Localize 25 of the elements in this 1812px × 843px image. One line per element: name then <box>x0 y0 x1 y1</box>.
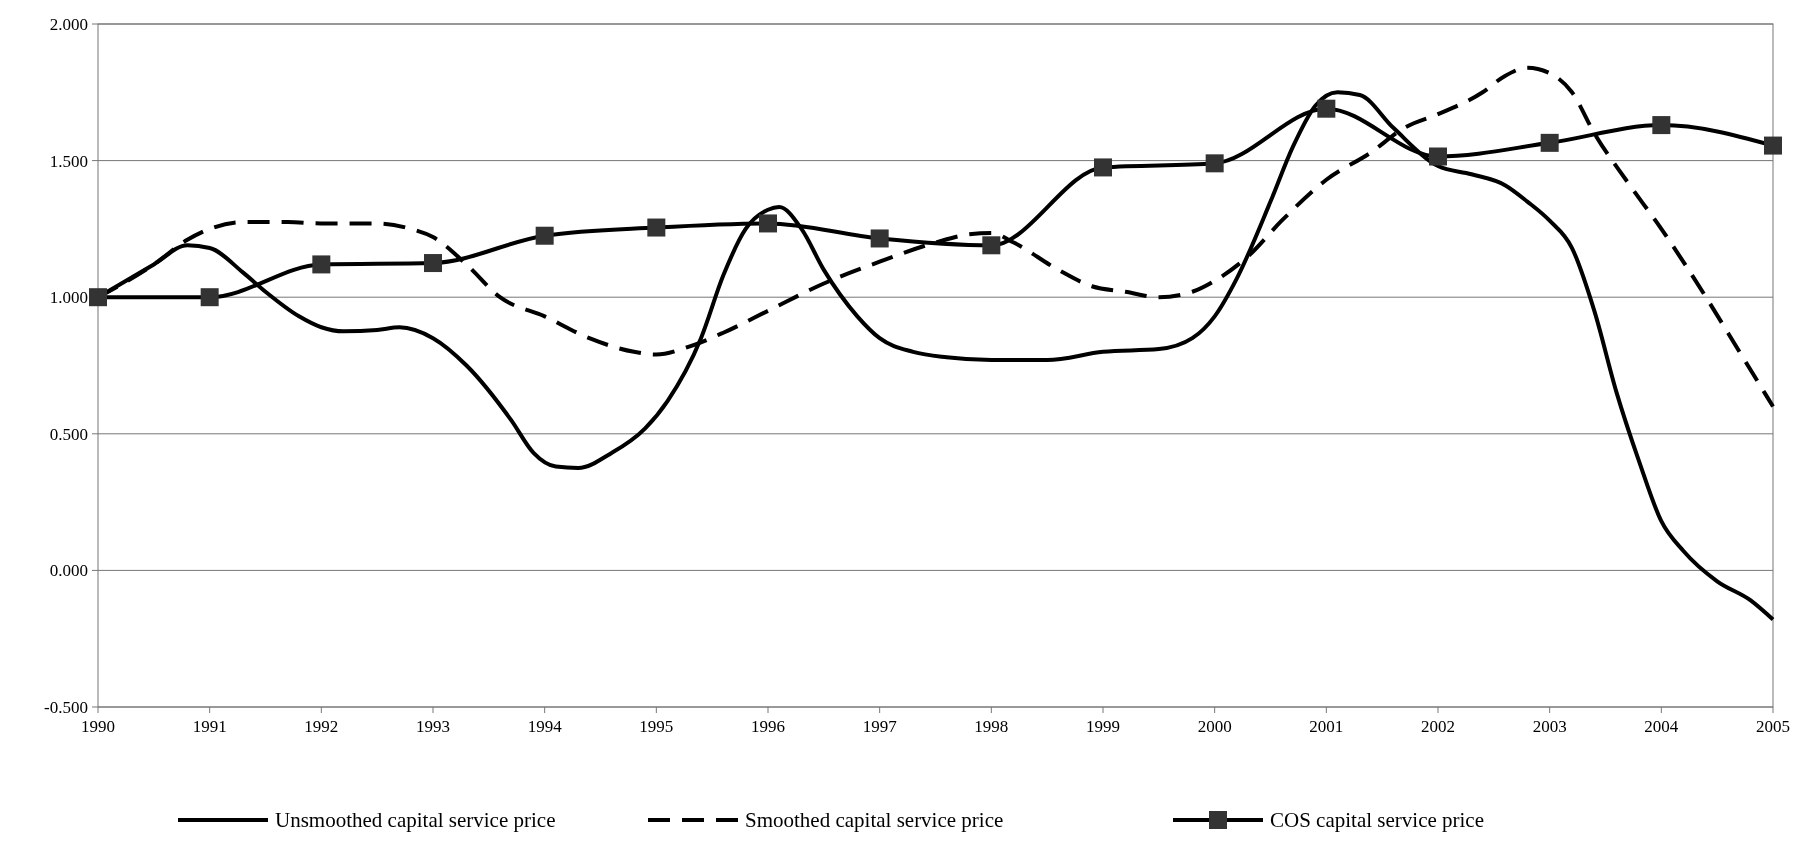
x-tick-label: 1996 <box>751 717 785 736</box>
x-tick-label: 2001 <box>1309 717 1344 736</box>
x-tick-label: 2005 <box>1756 717 1790 736</box>
x-tick-label: 1998 <box>974 717 1009 736</box>
y-tick-label: 0.500 <box>49 424 88 444</box>
legend-label: Unsmoothed capital service price <box>275 808 556 833</box>
legend-label: COS capital service price <box>1270 808 1484 833</box>
x-tick-label: 1999 <box>1086 717 1120 736</box>
legend-label: Smoothed capital service price <box>745 808 1004 833</box>
x-tick-label: 2000 <box>1197 717 1232 736</box>
y-tick-label: 0.000 <box>49 561 88 581</box>
x-tick-label: 1993 <box>416 717 450 736</box>
x-tick-label: 1992 <box>304 717 339 736</box>
x-tick-label: 1991 <box>192 717 227 736</box>
y-tick-label: 2.000 <box>49 14 88 34</box>
y-tick-label: -0.500 <box>44 697 88 717</box>
x-tick-label: 1990 <box>81 717 115 736</box>
x-tick-label: 1997 <box>862 717 898 736</box>
y-tick-label: 1.500 <box>49 151 88 171</box>
x-tick-label: 1995 <box>639 717 674 736</box>
x-tick-label: 2003 <box>1532 717 1567 736</box>
x-tick-label: 2002 <box>1421 717 1455 736</box>
y-tick-label: 1.000 <box>49 288 88 308</box>
x-tick-label: 1994 <box>527 717 563 736</box>
x-tick-label: 2004 <box>1644 717 1679 736</box>
